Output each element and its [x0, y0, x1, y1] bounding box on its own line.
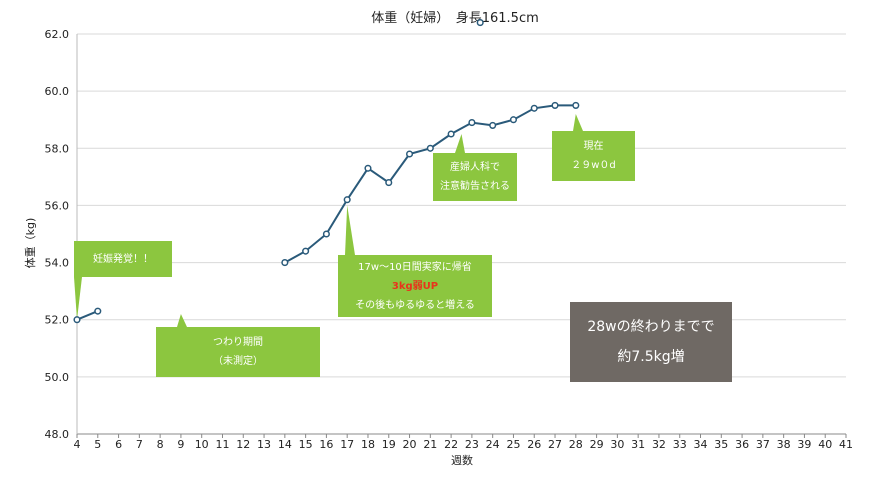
y-tick-label: 58.0: [45, 142, 70, 155]
x-tick-label: 30: [610, 438, 624, 451]
data-point: [343, 196, 351, 204]
x-tick-label: 36: [735, 438, 749, 451]
x-tick-label: 20: [403, 438, 417, 451]
x-tick-label: 4: [74, 438, 81, 451]
y-axis-label: 体重（kg): [23, 218, 37, 269]
x-tick-label: 8: [157, 438, 164, 451]
x-tick-label: 14: [278, 438, 292, 451]
x-tick-label: 21: [423, 438, 437, 451]
data-point: [322, 230, 330, 238]
annotation-home-visit: 17w〜10日間実家に帰省 3kg弱UP その後もゆるゆると増える: [338, 255, 492, 317]
annotation-current: 現在 ２９w０d: [552, 131, 635, 181]
x-tick-label: 35: [714, 438, 728, 451]
x-tick-label: 28: [569, 438, 583, 451]
annotation-text: 17w〜10日間実家に帰省: [358, 261, 472, 273]
y-tick-labels: 48.0 50.0 52.0 54.0 56.0 58.0 60.0 62.0: [45, 28, 70, 441]
y-tick-label: 52.0: [45, 314, 70, 327]
x-tick-label: 29: [590, 438, 604, 451]
summary-text: 28wの終わりまでで: [587, 319, 715, 335]
x-tick-label: 39: [797, 438, 811, 451]
data-point: [489, 121, 497, 129]
x-tick-label: 40: [818, 438, 832, 451]
x-tick-label: 13: [257, 438, 271, 451]
annotation-morning-sickness: つわり期間 （未測定）: [156, 327, 320, 377]
annotation-text: 妊娠発覚！！: [93, 253, 153, 265]
annotation-text: （未測定）: [213, 356, 263, 367]
annotation-text: その後もゆるゆると増える: [355, 299, 475, 311]
x-tick-label: 6: [115, 438, 122, 451]
x-tick-label: 23: [465, 438, 479, 451]
callout-pointer: [345, 205, 355, 255]
data-point: [572, 101, 580, 109]
x-tick-label: 18: [361, 438, 375, 451]
x-tick-label: 41: [839, 438, 853, 451]
x-tick-label: 19: [382, 438, 396, 451]
x-tick-label: 10: [195, 438, 209, 451]
y-tick-label: 62.0: [45, 28, 70, 41]
y-tick-label: 50.0: [45, 371, 70, 384]
data-point: [447, 130, 455, 138]
callout-pointer: [455, 134, 465, 153]
data-point: [302, 247, 310, 255]
data-point: [426, 144, 434, 152]
data-point: [476, 19, 484, 27]
data-point: [405, 150, 414, 158]
x-tick-label: 22: [444, 438, 458, 451]
annotation-text: つわり期間: [213, 337, 263, 348]
data-point: [551, 101, 559, 109]
data-point: [364, 164, 372, 172]
x-tick-label: 11: [215, 438, 229, 451]
x-tick-label: 5: [94, 438, 101, 451]
series-segment: [284, 104, 576, 264]
annotation-highlight-text: 3kg弱UP: [391, 280, 439, 292]
summary-box: 28wの終わりまでで 約7.5kg増: [570, 302, 732, 382]
x-tick-label: 17: [340, 438, 354, 451]
annotation-pregnancy-found: 妊娠発覚！！: [74, 241, 172, 277]
y-tick-label: 60.0: [45, 85, 70, 98]
x-tick-label: 12: [236, 438, 250, 451]
x-tick-label: 38: [777, 438, 791, 451]
x-tick-label: 34: [694, 438, 708, 451]
x-tick-label: 27: [548, 438, 562, 451]
x-tick-label: 15: [299, 438, 313, 451]
x-tick-label: 31: [631, 438, 645, 451]
x-tick-label: 16: [319, 438, 333, 451]
x-tick-label: 7: [136, 438, 143, 451]
data-point: [281, 259, 289, 267]
data-point: [94, 307, 102, 315]
x-tick-label: 32: [652, 438, 666, 451]
x-axis-label: 週数: [451, 454, 473, 467]
x-tick-label: 25: [506, 438, 520, 451]
series-segment: [76, 310, 99, 321]
x-tick-labels: 4 5 6 7 8 9 10 11 12 13 14 15 16 17 18 19 20 21 22 23 24 25 26…: [74, 434, 853, 451]
annotation-text: 産婦人科で: [450, 162, 500, 173]
x-tick-label: 26: [527, 438, 541, 451]
series-line: [73, 19, 580, 324]
data-point: [385, 179, 393, 187]
chart-title: 体重（妊婦） 身長161.5cm: [371, 10, 539, 26]
annotation-text: 現在: [583, 141, 604, 152]
data-point: [73, 316, 81, 324]
x-tick-label: 9: [177, 438, 184, 451]
annotation-obgyn-warning: 産婦人科で 注意勧告される: [433, 153, 517, 201]
y-tick-label: 54.0: [45, 257, 70, 270]
data-point: [530, 104, 538, 112]
callout-pointers: [74, 114, 583, 327]
annotation-text: 注意勧告される: [440, 181, 510, 192]
y-tick-label: 48.0: [45, 428, 70, 441]
x-tick-label: 24: [486, 438, 500, 451]
y-tick-label: 56.0: [45, 199, 70, 212]
summary-text: 約7.5kg増: [617, 349, 685, 365]
callout-pointer: [573, 114, 583, 131]
data-point: [509, 116, 518, 124]
callout-pointer: [177, 314, 187, 327]
x-tick-label: 37: [756, 438, 770, 451]
data-point: [468, 119, 476, 127]
annotation-text: ２９w０d: [571, 160, 616, 171]
callout-pointer: [74, 277, 82, 320]
x-tick-label: 33: [673, 438, 687, 451]
